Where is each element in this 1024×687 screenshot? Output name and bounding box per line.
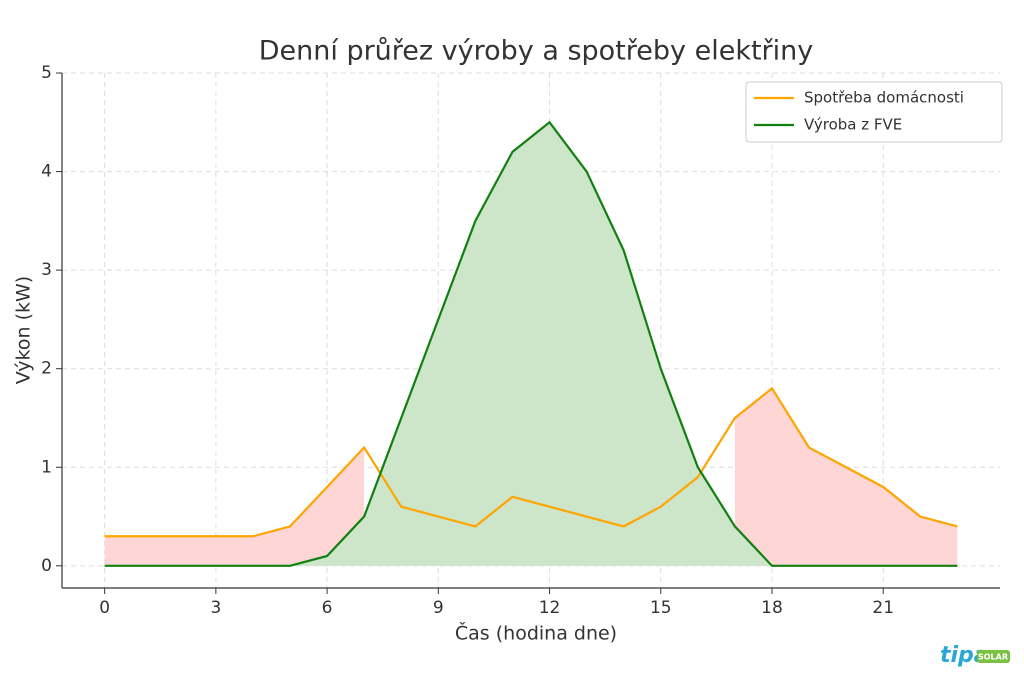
legend: Spotřeba domácnosti Výroba z FVE <box>745 81 1003 143</box>
y-tick-label: 0 <box>41 556 52 576</box>
legend-box <box>745 81 1003 143</box>
series-line <box>104 386 958 538</box>
deficit-area <box>734 388 958 566</box>
logo: tipa SOLAR <box>940 643 1010 668</box>
y-tick-label: 2 <box>41 359 52 379</box>
x-tick-label: 9 <box>433 598 444 618</box>
x-tick-label: 12 <box>539 598 561 618</box>
chart-title: Denní průřez výroby a spotřeby elektřiny <box>259 36 814 67</box>
x-tick-label: 18 <box>761 598 783 618</box>
logo-badge <box>977 650 1010 663</box>
y-tick-label: 1 <box>41 457 52 477</box>
x-tick-label: 15 <box>650 598 672 618</box>
x-tick-label: 6 <box>322 598 333 618</box>
legend-label: Výroba z FVE <box>804 116 902 134</box>
x-tick-label: 3 <box>210 598 221 618</box>
deficit-area <box>104 447 365 566</box>
y-axis-label: Výkon (kW) <box>13 276 35 384</box>
y-tick-label: 4 <box>41 162 52 182</box>
series-line <box>104 120 958 567</box>
x-tick-label: 0 <box>99 598 110 618</box>
logo-tag: SOLAR <box>978 653 1008 662</box>
x-axis-label: Čas (hodina dne) <box>455 621 617 645</box>
x-tick-label: 21 <box>872 598 894 618</box>
legend-label: Spotřeba domácnosti <box>804 89 964 107</box>
production-area <box>104 122 958 566</box>
y-tick-label: 5 <box>41 63 52 83</box>
y-tick-label: 3 <box>41 260 52 280</box>
